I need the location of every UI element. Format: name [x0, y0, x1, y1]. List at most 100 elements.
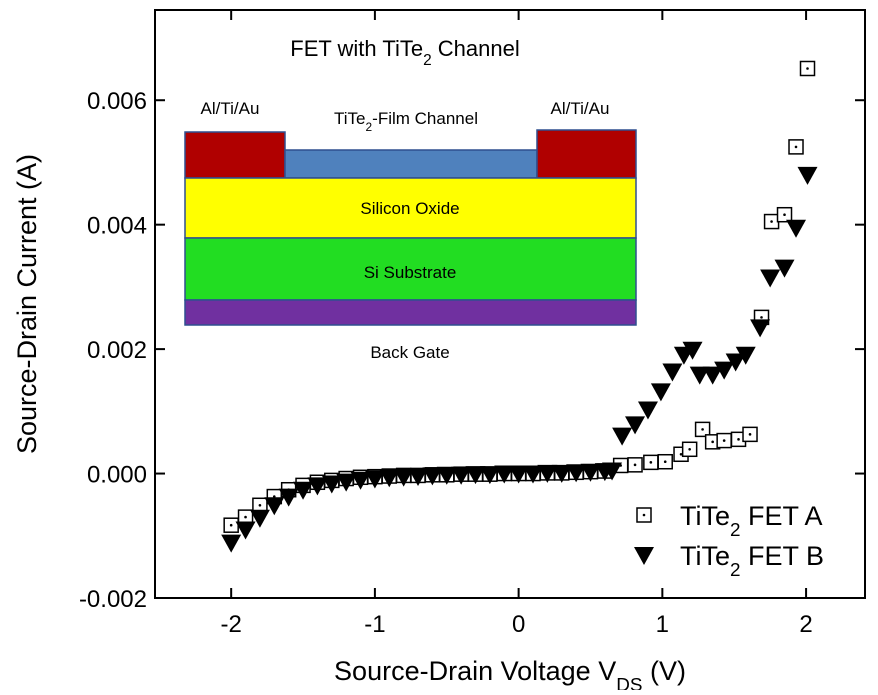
legend-marker — [634, 547, 654, 565]
point — [714, 361, 735, 380]
x-tick-label: -2 — [221, 611, 242, 638]
point — [465, 466, 486, 485]
x-tick-label: 1 — [656, 611, 669, 638]
point — [742, 426, 758, 443]
point — [278, 488, 299, 507]
point-dot — [770, 220, 773, 223]
legend-label: TiTe2 FET B — [680, 541, 824, 581]
point — [725, 353, 746, 372]
channel-block — [284, 149, 538, 179]
contact-right-block — [536, 129, 637, 179]
point-dot — [642, 513, 646, 517]
text-part: Channel — [432, 36, 520, 61]
point — [522, 465, 543, 484]
point-dot — [633, 463, 637, 467]
subscript: 2 — [423, 52, 432, 69]
point — [681, 441, 698, 458]
text-part: (V) — [642, 656, 686, 686]
point-dot — [711, 440, 714, 444]
point — [637, 401, 658, 420]
point — [682, 341, 703, 360]
point — [716, 432, 732, 449]
point — [293, 481, 314, 500]
legend-marker — [636, 507, 652, 523]
point-dot — [722, 439, 726, 442]
subscript: 2 — [366, 120, 373, 134]
text-part: Source-Drain Voltage V — [334, 656, 616, 686]
point — [249, 509, 270, 528]
point — [350, 471, 371, 490]
point — [774, 259, 795, 278]
y-tick-label: 0.004 — [87, 213, 147, 240]
point — [776, 206, 793, 223]
point-dot — [679, 452, 683, 456]
point — [307, 477, 328, 496]
y-tick-label: 0.006 — [87, 88, 147, 115]
legend-label: TiTe2 FET A — [680, 501, 823, 541]
oxide-label: Silicon Oxide — [360, 199, 459, 218]
point — [321, 475, 342, 494]
text-part: TiTe — [680, 501, 730, 531]
point — [580, 463, 601, 482]
point — [221, 534, 242, 553]
y-tick-label: -0.002 — [79, 586, 147, 613]
point — [508, 465, 529, 484]
point — [235, 521, 256, 540]
point — [643, 454, 659, 471]
point — [264, 497, 285, 516]
substrate-block — [184, 237, 637, 301]
gate-block — [184, 299, 637, 326]
point — [689, 366, 710, 385]
point — [650, 383, 671, 402]
point — [662, 363, 683, 382]
inset-title: FET with TiTe2 Channel — [290, 36, 520, 69]
point — [451, 466, 472, 485]
point-dot — [737, 438, 740, 441]
point-dot — [806, 67, 809, 70]
point-dot — [663, 460, 667, 464]
contact-label: Al/Ti/Au — [551, 99, 610, 118]
point — [694, 421, 711, 438]
point-dot — [701, 428, 704, 431]
point — [799, 60, 816, 77]
y-axis-label: Source-Drain Current (A) — [12, 154, 42, 454]
point — [750, 319, 771, 338]
x-tick-label: 0 — [512, 611, 525, 638]
point-dot — [272, 495, 276, 498]
point-dot — [748, 433, 752, 436]
point-dot — [649, 461, 653, 464]
point — [786, 219, 807, 238]
point — [657, 453, 673, 470]
point-dot — [258, 503, 262, 507]
text-part: TiTe — [680, 541, 730, 571]
point — [379, 469, 400, 488]
text-part: FET A — [741, 501, 823, 531]
substrate-label: Si Substrate — [364, 263, 457, 282]
point — [625, 416, 646, 435]
point — [494, 465, 515, 484]
point — [760, 269, 781, 288]
subscript: 2 — [730, 560, 741, 581]
point — [393, 468, 414, 487]
point — [422, 467, 443, 486]
point — [788, 139, 804, 155]
text-part: TiTe — [334, 109, 366, 128]
y-tick-label: 0.002 — [87, 337, 147, 364]
point — [364, 470, 385, 489]
point — [479, 466, 500, 485]
point — [566, 464, 587, 483]
contact-left-block — [184, 131, 286, 179]
plot-frame — [154, 9, 866, 599]
point-dot — [783, 213, 786, 217]
text-part: FET B — [741, 541, 825, 571]
point — [336, 473, 357, 492]
x-tick-label: -1 — [364, 611, 385, 638]
point — [735, 346, 756, 365]
point — [602, 462, 623, 481]
point — [223, 517, 239, 533]
series — [221, 166, 818, 553]
contact-label: Al/Ti/Au — [201, 99, 260, 118]
point — [408, 468, 429, 487]
